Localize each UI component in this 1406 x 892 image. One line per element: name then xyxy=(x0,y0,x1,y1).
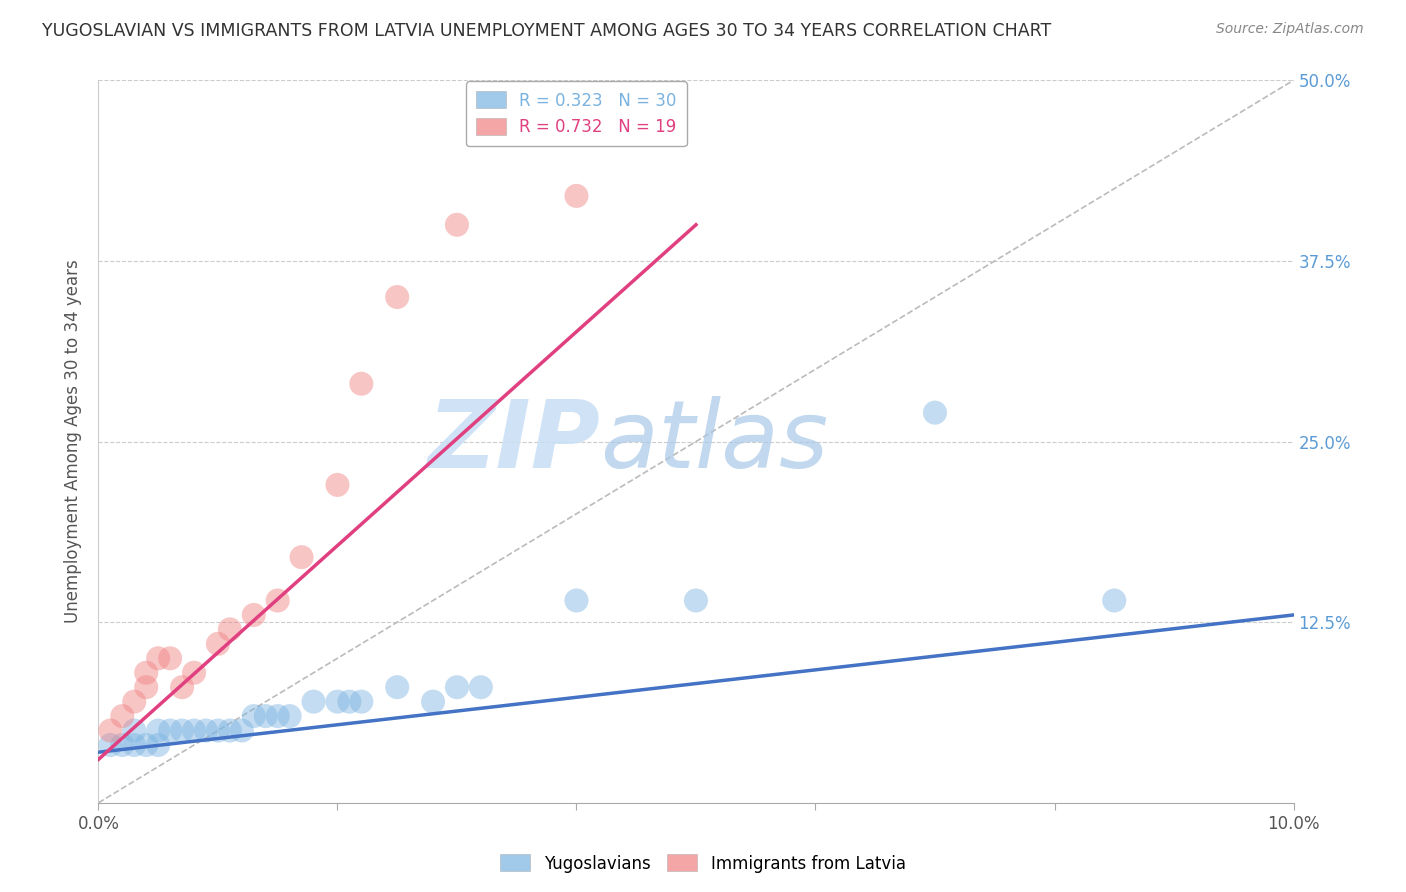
Point xyxy=(254,709,277,723)
Point xyxy=(470,680,492,694)
Point xyxy=(385,680,409,694)
Legend: Yugoslavians, Immigrants from Latvia: Yugoslavians, Immigrants from Latvia xyxy=(494,847,912,880)
Point xyxy=(267,593,290,607)
Point xyxy=(243,607,266,622)
Point xyxy=(231,723,253,738)
Text: YUGOSLAVIAN VS IMMIGRANTS FROM LATVIA UNEMPLOYMENT AMONG AGES 30 TO 34 YEARS COR: YUGOSLAVIAN VS IMMIGRANTS FROM LATVIA UN… xyxy=(42,22,1052,40)
Point xyxy=(446,218,468,232)
Point xyxy=(98,723,122,738)
Point xyxy=(135,680,157,694)
Point xyxy=(124,723,146,738)
Point xyxy=(159,723,181,738)
Text: atlas: atlas xyxy=(600,396,828,487)
Point xyxy=(326,478,349,492)
Point xyxy=(135,665,157,680)
Point xyxy=(1104,593,1126,607)
Point xyxy=(446,680,468,694)
Point xyxy=(183,723,205,738)
Point xyxy=(207,723,229,738)
Text: Source: ZipAtlas.com: Source: ZipAtlas.com xyxy=(1216,22,1364,37)
Point xyxy=(278,709,301,723)
Text: ZIP: ZIP xyxy=(427,395,600,488)
Point xyxy=(565,189,588,203)
Point xyxy=(183,665,205,680)
Point xyxy=(302,695,325,709)
Point xyxy=(219,723,242,738)
Point xyxy=(565,593,588,607)
Point xyxy=(148,651,170,665)
Legend: R = 0.323   N = 30, R = 0.732   N = 19: R = 0.323 N = 30, R = 0.732 N = 19 xyxy=(467,81,686,146)
Point xyxy=(267,709,290,723)
Point xyxy=(135,738,157,752)
Point xyxy=(124,695,146,709)
Point xyxy=(350,695,373,709)
Point xyxy=(685,593,707,607)
Point xyxy=(207,637,229,651)
Point xyxy=(111,709,134,723)
Point xyxy=(924,406,946,420)
Point xyxy=(195,723,218,738)
Point xyxy=(350,376,373,391)
Point xyxy=(124,738,146,752)
Point xyxy=(219,623,242,637)
Point xyxy=(111,738,134,752)
Y-axis label: Unemployment Among Ages 30 to 34 years: Unemployment Among Ages 30 to 34 years xyxy=(63,260,82,624)
Point xyxy=(326,695,349,709)
Point xyxy=(159,651,181,665)
Point xyxy=(148,723,170,738)
Point xyxy=(243,709,266,723)
Point xyxy=(291,550,314,565)
Point xyxy=(172,680,194,694)
Point xyxy=(172,723,194,738)
Point xyxy=(148,738,170,752)
Point xyxy=(98,738,122,752)
Point xyxy=(339,695,361,709)
Point xyxy=(385,290,409,304)
Point xyxy=(422,695,444,709)
